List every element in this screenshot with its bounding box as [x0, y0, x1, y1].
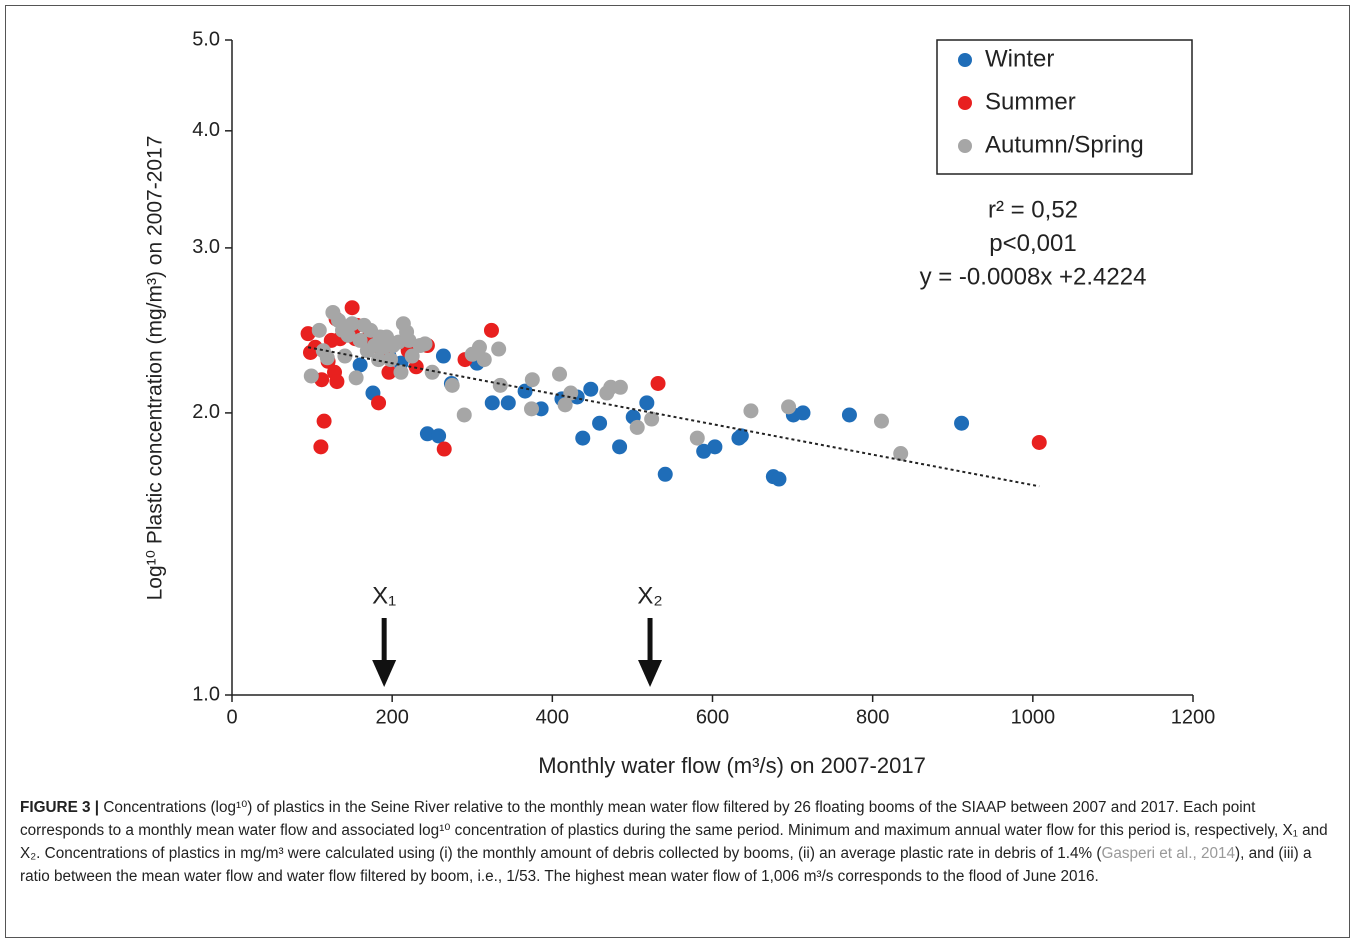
point [563, 385, 579, 401]
x-tick-label: 1000 [1011, 706, 1056, 728]
point [873, 413, 889, 429]
point [1031, 434, 1047, 450]
point [424, 364, 440, 380]
point [383, 352, 399, 368]
annotation: r² = 0,52 [988, 196, 1078, 223]
point [743, 403, 759, 419]
legend-marker [958, 53, 972, 67]
point [352, 357, 368, 373]
point [311, 322, 327, 338]
point [401, 332, 417, 348]
point [639, 395, 655, 411]
caption-reference: Gasperi et al., 2014 [1101, 845, 1235, 862]
point [612, 439, 628, 455]
point [557, 397, 573, 413]
point [707, 439, 723, 455]
legend-label: Autumn/Spring [985, 131, 1144, 158]
caption: FIGURE 3 | Concentrations (log¹⁰) of pla… [20, 796, 1340, 888]
legend-marker [958, 96, 972, 110]
caption-label: FIGURE 3 | [20, 799, 100, 816]
point [575, 430, 591, 446]
point [771, 471, 787, 487]
point [444, 377, 460, 393]
x-tick-label: 200 [375, 706, 408, 728]
arrow-head [638, 660, 663, 687]
point [893, 446, 909, 462]
point [404, 348, 420, 364]
point [592, 415, 608, 431]
point [492, 377, 508, 393]
legend-marker [958, 139, 972, 153]
point [313, 439, 329, 455]
point [552, 366, 568, 382]
point [644, 411, 660, 427]
annotation: y = -0.0008x +2.4224 [920, 263, 1147, 290]
point [650, 375, 666, 391]
point [371, 395, 387, 411]
point [733, 428, 749, 444]
point [612, 379, 628, 395]
y-axis-label: Log¹⁰ Plastic concentration (mg/m³) on 2… [144, 136, 167, 601]
point [657, 466, 673, 482]
point [524, 401, 540, 417]
point [483, 322, 499, 338]
y-tick-label: 1.0 [192, 683, 220, 705]
point [419, 426, 435, 442]
point [781, 399, 797, 415]
y-tick-label: 4.0 [192, 119, 220, 141]
chart: Monthly water flow (m³/s) on 2007-2017 L… [144, 28, 1216, 778]
x-axis-label: Monthly water flow (m³/s) on 2007-2017 [538, 753, 926, 778]
point [344, 316, 360, 332]
point [316, 413, 332, 429]
caption-text: Concentrations (log¹⁰) of plastics in th… [20, 799, 1328, 862]
legend-label: Summer [985, 88, 1076, 115]
point [337, 348, 353, 364]
point [329, 374, 345, 390]
figure-frame [5, 5, 1350, 938]
y-tick-label: 5.0 [192, 28, 220, 50]
y-tick-label: 2.0 [192, 401, 220, 423]
point [456, 407, 472, 423]
arrow-head [372, 660, 397, 687]
point [371, 352, 387, 368]
point [471, 339, 487, 355]
x-tick-label: 800 [856, 706, 889, 728]
arrow-label: X₂ [637, 582, 662, 609]
point [500, 395, 516, 411]
point [841, 407, 857, 423]
point [344, 300, 360, 316]
y-tick-label: 3.0 [192, 236, 220, 258]
x-tick-label: 600 [696, 706, 729, 728]
point [348, 370, 364, 386]
point [491, 341, 507, 357]
arrow-label: X₁ [372, 582, 396, 609]
point [319, 350, 335, 366]
x-tick-label: 1200 [1171, 706, 1216, 728]
legend-label: Winter [985, 45, 1054, 72]
point [435, 348, 451, 364]
point [476, 352, 492, 368]
point [484, 395, 500, 411]
point [393, 364, 409, 380]
point [431, 428, 447, 444]
point [436, 441, 452, 457]
legend-box [936, 39, 1193, 175]
caption-text: ), and (iii) a ratio between the mean wa… [20, 845, 1312, 885]
point [689, 430, 705, 446]
point [795, 405, 811, 421]
point [629, 419, 645, 435]
point [583, 381, 599, 397]
point [381, 364, 397, 380]
trend-line [307, 346, 1040, 488]
point [524, 372, 540, 388]
x-tick-label: 0 [226, 706, 237, 728]
point [954, 415, 970, 431]
x-tick-label: 400 [536, 706, 569, 728]
annotation: p<0,001 [989, 230, 1076, 257]
point [303, 368, 319, 384]
point [340, 327, 356, 343]
point [417, 336, 433, 352]
